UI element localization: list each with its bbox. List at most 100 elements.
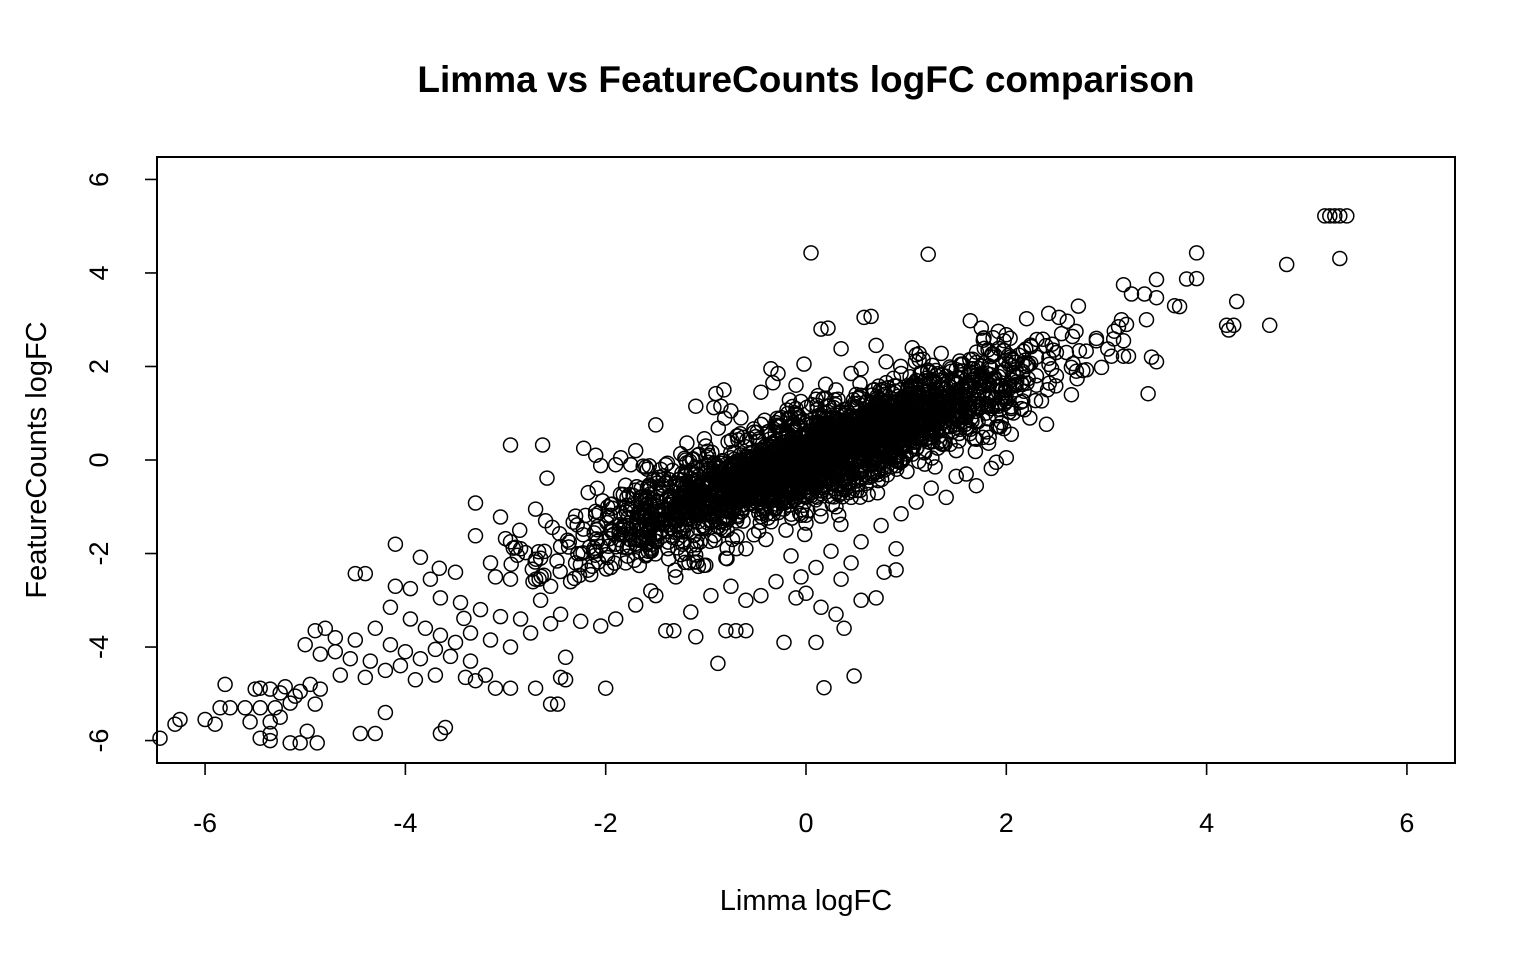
dense-data-point [920,363,936,380]
data-point [1178,271,1195,287]
data-point [768,573,784,590]
dense-data-point [746,527,762,543]
data-point [723,578,739,595]
data-point [796,356,812,372]
data-point [522,625,539,641]
dense-data-point [964,351,981,367]
dense-data-point [928,424,944,441]
data-point [627,597,644,613]
dense-data-point [756,443,772,459]
dense-data-point [1106,323,1123,339]
data-point [1332,250,1348,267]
dense-data-point [587,507,604,524]
data-point [836,620,852,637]
dense-data-point [600,538,617,555]
dense-data-point [823,474,840,491]
dense-data-point [511,522,528,539]
x-tick-label: 0 [798,808,813,838]
data-point [788,590,804,606]
dense-data-point [1038,338,1054,354]
data-point [648,587,664,604]
dense-data-point [676,483,693,500]
data-point [482,632,499,648]
data-point [1166,297,1183,314]
dense-data-point [710,420,727,436]
dense-data-point [677,554,693,571]
data-point [753,587,769,604]
dense-data-point [598,561,615,577]
data-point [502,680,519,696]
data-point [262,732,278,749]
dense-data-point [822,422,839,439]
dense-data-point [798,429,815,445]
dense-data-point [921,379,937,396]
data-point [367,725,384,742]
data-point [658,622,674,639]
data-point [377,662,394,679]
data-point [627,442,644,459]
data-point [152,730,168,746]
dense-data-point [528,551,544,567]
data-point [387,536,404,552]
data-point [502,639,519,655]
dense-data-point [1059,313,1076,330]
dense-data-point [536,543,553,560]
dense-data-point [833,516,849,533]
data-point [542,578,559,595]
data-point [552,606,569,623]
dense-data-point [906,434,923,451]
data-point [307,696,323,712]
dense-data-point [635,458,651,474]
data-point [648,417,664,433]
dense-data-point [946,417,962,434]
data-point [820,320,836,336]
data-point [1148,354,1165,370]
dense-data-point [756,499,773,515]
x-tick-label: -6 [193,808,217,838]
dense-data-point [802,466,818,483]
dense-data-point [962,312,979,329]
y-tick-label: 6 [84,172,114,187]
data-point [813,508,829,524]
data-point [808,559,824,576]
data-point [377,704,394,721]
data-point [793,569,809,585]
dense-data-point [769,417,785,434]
dense-data-point [992,418,1008,435]
data-point [920,246,936,263]
dense-data-point [767,455,784,472]
dense-data-point [987,397,1004,414]
data-point [1322,208,1338,224]
dense-data-point [758,452,774,468]
dense-data-point [842,433,858,449]
dense-data-point [606,555,623,571]
data-point [612,449,629,466]
data-point [833,571,849,587]
dense-data-point [530,543,547,560]
dense-data-point [728,540,745,557]
dense-data-point [560,539,577,555]
data-point [592,618,609,634]
data-point [973,320,990,336]
dense-data-point [669,540,686,556]
dense-data-point [1044,336,1060,352]
data-point [367,620,384,637]
dense-data-point [1039,382,1056,398]
data-point [252,730,268,746]
dense-data-point [549,553,565,569]
data-point [1120,348,1137,364]
dense-data-point [507,539,524,556]
dense-data-point [865,411,882,427]
dense-data-point [790,410,806,427]
dense-data-point [967,443,984,460]
dense-data-point [1018,310,1035,327]
x-tick-label: 2 [999,808,1014,838]
data-point [297,636,313,653]
data-point [237,700,253,716]
data-point [487,569,504,585]
dense-data-point [700,507,716,523]
data-point [407,672,424,688]
data-point [1225,317,1242,334]
dense-data-point [942,390,959,407]
